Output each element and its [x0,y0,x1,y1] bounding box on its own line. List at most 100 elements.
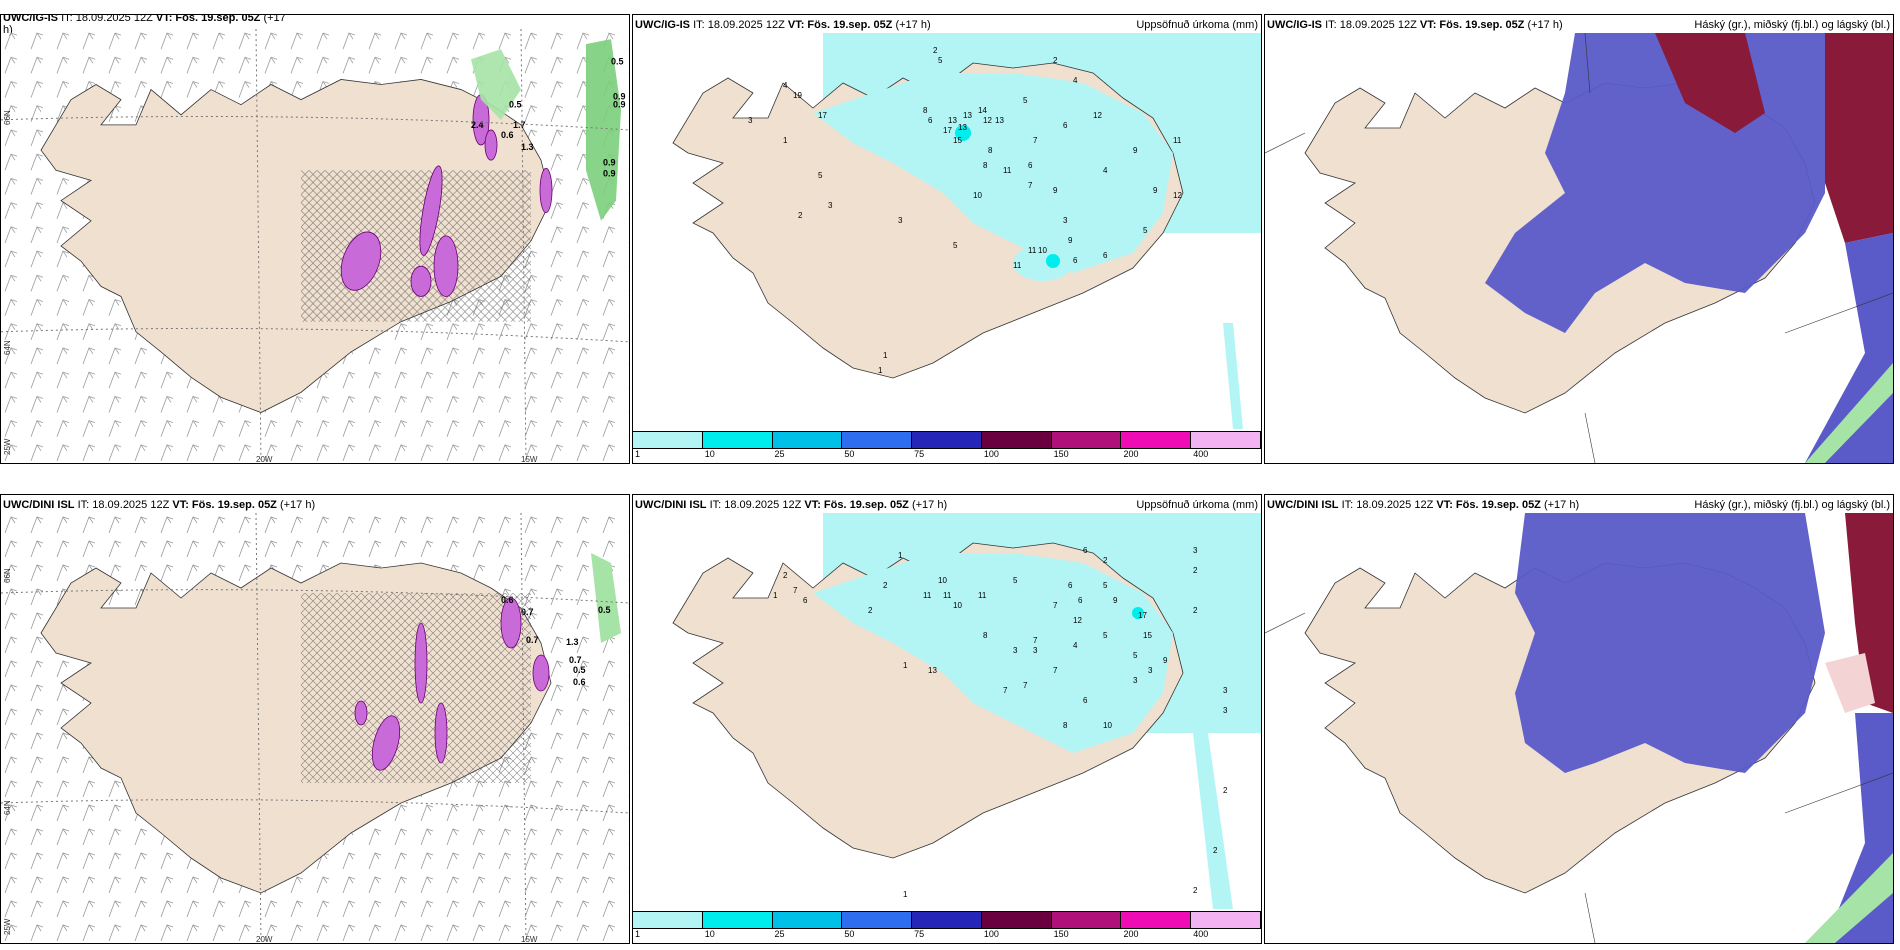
svg-text:10: 10 [973,191,982,200]
legend-tick-5: 100 [983,929,999,939]
svg-text:5: 5 [1103,581,1108,590]
legend-swatch-3 [842,912,913,928]
legend-tick-4: 75 [914,929,925,939]
svg-text:15: 15 [1143,631,1152,640]
lat-64: 64N [3,800,12,815]
svg-text:7: 7 [1023,681,1028,690]
svg-text:5: 5 [1143,226,1148,235]
svg-text:1: 1 [878,366,883,375]
svg-text:1: 1 [773,591,778,600]
svg-text:14: 14 [978,106,987,115]
svg-text:4: 4 [1103,166,1108,175]
map-clouds-ig [1265,33,1893,463]
svg-text:8: 8 [983,161,988,170]
lat-66: 66N [3,110,12,125]
svg-text:8: 8 [983,631,988,640]
panel-title: UWC/IG-IS IT: 18.09.2025 12Z VT: Fös. 19… [1267,19,1563,31]
svg-text:0.5: 0.5 [573,665,586,675]
svg-text:8: 8 [1063,721,1068,730]
lon-25: 25W [3,918,12,935]
svg-text:3: 3 [1193,546,1198,555]
svg-text:7: 7 [1053,601,1058,610]
svg-text:4: 4 [783,81,788,90]
svg-text:12: 12 [1093,111,1102,120]
svg-text:6: 6 [1068,581,1073,590]
svg-text:0.7: 0.7 [569,655,582,665]
svg-text:7: 7 [1028,181,1033,190]
svg-text:13: 13 [995,116,1004,125]
svg-text:7: 7 [1033,636,1038,645]
precip-legend: 1 10 25 50 75 100 150 200 400 [633,909,1261,943]
svg-text:2: 2 [868,606,873,615]
svg-text:0.6: 0.6 [573,677,586,687]
svg-text:5: 5 [1013,576,1018,585]
svg-text:9: 9 [1053,186,1058,195]
svg-text:2: 2 [1193,566,1198,575]
legend-colorbar [633,431,1261,449]
panel-dini-wind: UWC/DINI ISL IT: 18.09.2025 12Z VT: Fös.… [0,494,630,944]
svg-text:5: 5 [818,171,823,180]
lon-20: 20W [256,935,273,944]
svg-text:7: 7 [1053,666,1058,675]
svg-text:17: 17 [1138,611,1147,620]
svg-text:11: 11 [1013,261,1022,270]
svg-text:1.7: 1.7 [513,120,526,130]
svg-text:9: 9 [1153,186,1158,195]
svg-text:2: 2 [1213,846,1218,855]
svg-text:4: 4 [1073,76,1078,85]
legend-tick-1: 10 [704,449,715,459]
legend-tick-2: 25 [774,449,785,459]
legend-tick-7: 200 [1123,929,1139,939]
iceland-shape [40,79,552,413]
svg-text:17: 17 [818,111,827,120]
svg-text:5: 5 [1133,651,1138,660]
legend-tick-3: 50 [844,449,855,459]
svg-text:8: 8 [923,106,928,115]
legend-tick-8: 400 [1193,929,1209,939]
svg-text:10: 10 [938,576,947,585]
precip-legend: 1 10 25 50 75 100 150 200 400 [633,429,1261,463]
legend-swatch-7 [1121,432,1192,448]
svg-text:11: 11 [923,591,932,600]
svg-text:3: 3 [1013,646,1018,655]
svg-text:9: 9 [1113,596,1118,605]
panel-ig-is-precip: UWC/IG-IS IT: 18.09.2025 12Z VT: Fös. 19… [632,14,1262,464]
svg-text:3: 3 [1133,676,1138,685]
svg-text:5: 5 [938,56,943,65]
legend-tick-2: 25 [774,929,785,939]
svg-text:7: 7 [793,586,798,595]
lon-25: 25W [3,438,12,455]
svg-text:10: 10 [1103,721,1112,730]
svg-text:6: 6 [1073,256,1078,265]
svg-text:2: 2 [1223,786,1228,795]
lon-15: 15W [521,455,538,464]
legend-tick-8: 400 [1193,449,1209,459]
svg-text:6: 6 [1028,161,1033,170]
legend-tick-0: 1 [635,929,641,939]
legend-swatch-1 [702,432,773,448]
svg-text:3: 3 [1033,646,1038,655]
legend-swatch-5 [981,912,1052,928]
lat-64: 64N [3,340,12,355]
legend-swatch-4 [912,432,982,448]
svg-text:7: 7 [1003,686,1008,695]
svg-text:8: 8 [988,146,993,155]
panel-title: UWC/DINI ISL IT: 18.09.2025 12Z VT: Fös.… [635,499,948,511]
svg-text:2: 2 [1193,606,1198,615]
legend-swatch-2 [772,912,843,928]
svg-text:2.4: 2.4 [471,120,484,130]
svg-text:1: 1 [903,890,908,899]
svg-text:13: 13 [928,666,937,675]
panel-field-name: Háský (gr.), miðský (fj.bl.) og lágský (… [1694,499,1890,511]
map-wind-dini: 0.6 0.7 0.7 1.3 0.7 0.5 0.6 0.5 [1,513,629,943]
svg-text:0.5: 0.5 [598,605,611,615]
legend-swatch-4 [912,912,982,928]
legend-swatch-0 [633,912,703,928]
svg-text:6: 6 [1063,121,1068,130]
svg-text:3: 3 [898,216,903,225]
svg-text:10: 10 [953,601,962,610]
svg-text:12: 12 [1073,616,1082,625]
panel-title: UWC/DINI ISL IT: 18.09.2025 12Z VT: Fös.… [1267,499,1580,511]
panel-field-name: Háský (gr.), miðský (fj.bl.) og lágský (… [1694,19,1890,31]
legend-swatch-6 [1051,912,1122,928]
